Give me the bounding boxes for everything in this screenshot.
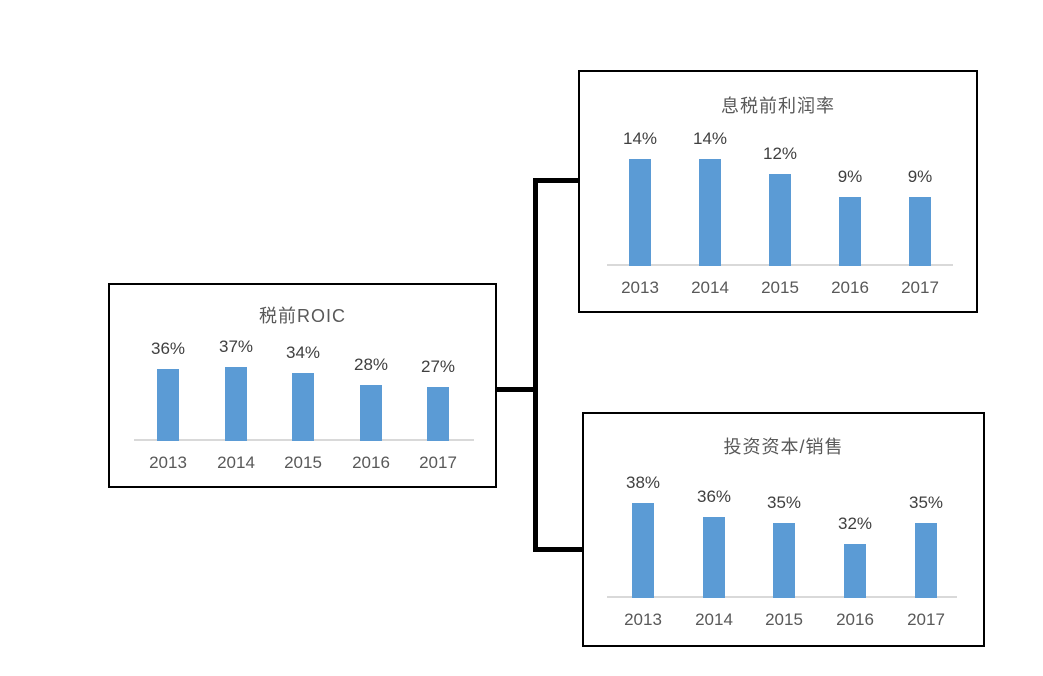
bar-2017 <box>427 387 449 441</box>
category-label-2013: 2013 <box>149 453 187 472</box>
category-label-2013: 2013 <box>624 610 662 629</box>
connector-left-stub <box>495 387 538 392</box>
category-label-2013: 2013 <box>621 278 659 297</box>
bar-2016 <box>360 385 382 441</box>
value-label-2015: 35% <box>766 493 802 512</box>
bar-2015 <box>773 523 795 598</box>
bar-2013 <box>632 503 654 598</box>
bar-2014 <box>699 159 721 266</box>
connector-bottom-stub <box>533 547 583 552</box>
category-label-2015: 2015 <box>284 453 322 472</box>
category-label-2017: 2017 <box>419 453 457 472</box>
plot-area-ebit-margin: 14% 2013 14% 2014 12% 2015 9% 2016 9% 2017 <box>580 72 976 311</box>
chart-box-invested-capital-sales: 投资资本/销售 38% 2013 36% 2014 35% 2015 32% 2016 35% 2… <box>582 412 985 647</box>
bar-2016 <box>844 544 866 598</box>
value-label-2017: 35% <box>908 493 944 512</box>
value-label-2016: 9% <box>837 167 863 186</box>
category-label-2014: 2014 <box>695 610 733 629</box>
value-label-2017: 27% <box>420 357 456 376</box>
connector-vertical-line <box>533 178 538 552</box>
value-label-2014: 14% <box>692 129 728 148</box>
chart-title-pretax-roic: 税前ROIC <box>259 306 346 326</box>
value-label-2014: 37% <box>218 337 254 356</box>
bar-2015 <box>769 174 791 266</box>
chart-title-ebit-margin: 息税前利润率 <box>721 96 835 116</box>
category-label-2016: 2016 <box>352 453 390 472</box>
bar-2014 <box>703 517 725 598</box>
bar-2017 <box>915 523 937 598</box>
category-label-2015: 2015 <box>761 278 799 297</box>
bar-2013 <box>629 159 651 266</box>
plot-area-invested-capital-sales: 38% 2013 36% 2014 35% 2015 32% 2016 35% 2017 <box>584 414 983 645</box>
value-label-2013: 36% <box>150 339 186 358</box>
category-label-2017: 2017 <box>901 278 939 297</box>
chart-title-invested-capital-sales: 投资资本/销售 <box>723 437 844 457</box>
value-label-2016: 32% <box>837 514 873 533</box>
connector-top-stub <box>533 178 579 183</box>
bar-2017 <box>909 197 931 266</box>
value-label-2015: 34% <box>285 343 321 362</box>
bar-2013 <box>157 369 179 441</box>
value-label-2013: 14% <box>622 129 658 148</box>
chart-box-ebit-margin: 息税前利润率 14% 2013 14% 2014 12% 2015 9% 2016 9% 2017 <box>578 70 978 313</box>
bar-2016 <box>839 197 861 266</box>
value-label-2013: 38% <box>625 473 661 492</box>
category-label-2016: 2016 <box>836 610 874 629</box>
plot-area-pretax-roic: 36% 2013 37% 2014 34% 2015 28% 2016 27% 2017 <box>110 285 495 486</box>
value-label-2016: 28% <box>353 355 389 374</box>
category-label-2016: 2016 <box>831 278 869 297</box>
bar-2014 <box>225 367 247 441</box>
value-label-2017: 9% <box>907 167 933 186</box>
category-label-2014: 2014 <box>217 453 255 472</box>
category-label-2017: 2017 <box>907 610 945 629</box>
category-label-2014: 2014 <box>691 278 729 297</box>
value-label-2015: 12% <box>762 144 798 163</box>
category-label-2015: 2015 <box>765 610 803 629</box>
value-label-2014: 36% <box>696 487 732 506</box>
bar-2015 <box>292 373 314 441</box>
chart-box-pretax-roic: 税前ROIC 36% 2013 37% 2014 34% 2015 28% 2016 27% 20… <box>108 283 497 488</box>
